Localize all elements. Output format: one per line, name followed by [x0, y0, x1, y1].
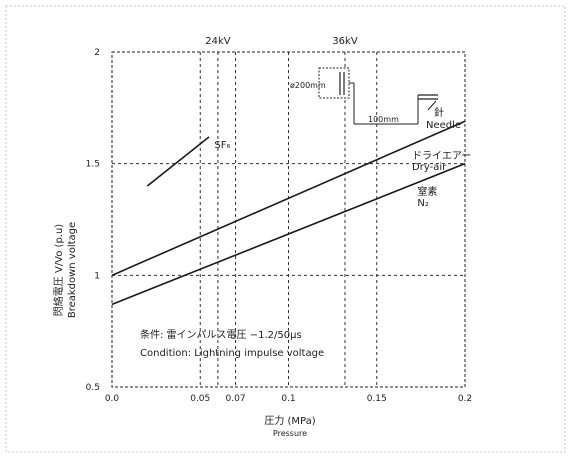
x-tick-labels: 0.0 0.05 0.07 0.1 0.15 0.2	[105, 394, 472, 404]
series-line	[111, 162, 466, 306]
x-axis-label: 圧力 (MPa)	[264, 414, 315, 427]
plot-area-border	[111, 51, 466, 388]
x-tick-label: 0.1	[281, 394, 295, 404]
y-tick-labels: 0.5 1 1.5 2	[86, 48, 100, 393]
series-label: 窒素	[417, 185, 437, 198]
y-tick-label: 0.5	[86, 383, 100, 393]
grid	[112, 52, 465, 387]
x-tick-label: 0.0	[105, 394, 120, 404]
x-tick-label: 0.05	[190, 394, 210, 404]
needle-en-label: Needle	[426, 120, 461, 131]
voltage-markers: 24kV 36kV	[205, 36, 358, 47]
series-line	[146, 136, 210, 187]
needle-jp-label: 針	[434, 106, 444, 119]
series-lines	[111, 120, 466, 306]
y-tick-label: 1.5	[86, 160, 100, 170]
series-label: Dry-air	[412, 162, 447, 173]
y-tick-label: 2	[94, 48, 100, 58]
x-axis-label-en: Pressure	[273, 429, 307, 438]
voltage-marker-label: 36kV	[332, 36, 358, 47]
y-axis-label: 閃絡電圧 V/Vo (p.u)	[52, 224, 65, 317]
x-tick-label: 0.2	[458, 394, 472, 404]
series-line	[111, 120, 466, 277]
voltage-marker-label: 24kV	[205, 36, 231, 47]
x-tick-label: 0.07	[226, 394, 246, 404]
electrode-diameter-label: ø200mm	[290, 81, 326, 90]
series-label: N₂	[417, 198, 429, 209]
electrode-diagram	[318, 67, 438, 125]
plot-border	[111, 51, 466, 388]
x-tick-label: 0.15	[367, 394, 387, 404]
y-axis-label-en: Breakdown voltage	[67, 222, 78, 318]
condition-en: Condition: Lightning impulse voltage	[140, 348, 324, 359]
condition-jp: 条件: 雷インパルス電圧 −1.2/50μs	[140, 328, 302, 341]
outer-border	[5, 5, 566, 453]
y-tick-label: 1	[94, 271, 100, 281]
series-label: ドライエアー	[412, 150, 471, 162]
gap-label: 100mm	[368, 115, 399, 124]
series-label: SF₆	[214, 140, 230, 151]
